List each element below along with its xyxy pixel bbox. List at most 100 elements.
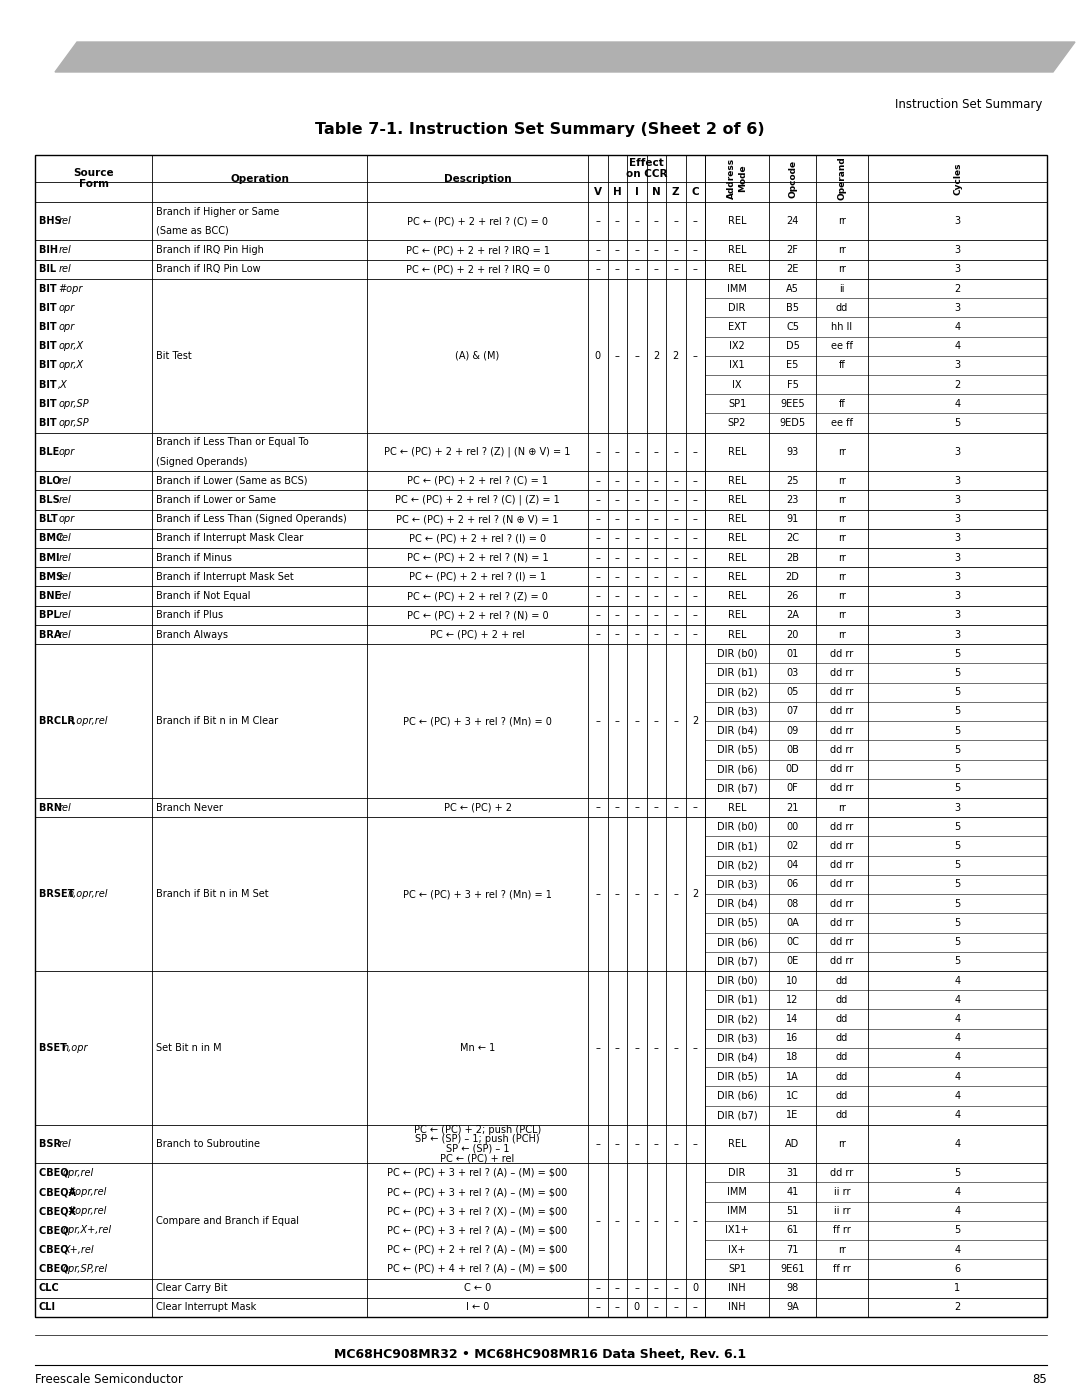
Text: REL: REL [728,802,746,813]
Text: 4: 4 [955,995,960,1004]
Text: –: – [673,1284,678,1294]
Text: 3: 3 [955,571,960,583]
Text: ff rr: ff rr [833,1225,851,1235]
Text: DIR (b1): DIR (b1) [717,668,757,678]
Text: –: – [653,495,659,504]
Text: Clear Interrupt Mask: Clear Interrupt Mask [156,1302,256,1312]
Text: DIR (b0): DIR (b0) [717,821,757,831]
Text: 01: 01 [786,648,798,659]
Text: DIR (b2): DIR (b2) [717,861,757,870]
Text: ee ff: ee ff [832,418,853,427]
Text: –: – [653,1215,659,1227]
Text: 3: 3 [955,360,960,370]
Text: 5: 5 [955,784,960,793]
Text: dd: dd [836,995,848,1004]
Text: REL: REL [728,447,746,457]
Text: BIT: BIT [39,341,60,351]
Text: ii rr: ii rr [834,1206,850,1217]
Text: Branch if Minus: Branch if Minus [156,553,232,563]
Text: –: – [673,553,678,563]
Text: –: – [653,264,659,274]
Text: Branch if Higher or Same: Branch if Higher or Same [156,207,280,217]
Text: 5: 5 [955,648,960,659]
Text: 71: 71 [786,1245,799,1255]
Text: BIT: BIT [39,303,60,313]
Text: BLE: BLE [39,447,63,457]
Text: BRA: BRA [39,630,65,640]
Text: ii: ii [839,284,845,293]
Text: BSR: BSR [39,1139,65,1148]
Text: –: – [692,553,698,563]
Text: rel: rel [58,264,71,274]
Text: 02: 02 [786,841,799,851]
Text: Operand: Operand [837,156,847,200]
Text: 5: 5 [955,918,960,928]
Text: –: – [595,217,600,226]
Text: 4: 4 [955,1139,960,1148]
Text: #opr: #opr [58,284,82,293]
Text: –: – [634,888,639,900]
Text: opr: opr [58,514,75,524]
Text: PC ← (PC) + 3 + rel ? (A) – (M) = $00: PC ← (PC) + 3 + rel ? (A) – (M) = $00 [388,1168,568,1178]
Text: 4: 4 [955,1206,960,1217]
Text: C ← 0: C ← 0 [464,1284,491,1294]
Text: 3: 3 [955,610,960,620]
Text: rel: rel [58,244,71,256]
Text: –: – [615,591,620,601]
Text: DIR (b5): DIR (b5) [717,918,757,928]
Text: rel: rel [58,610,71,620]
Text: rr: rr [838,217,846,226]
Text: –: – [595,447,600,457]
Text: rel: rel [58,571,71,583]
Text: (Same as BCC): (Same as BCC) [156,226,229,236]
Text: –: – [634,217,639,226]
Text: D5: D5 [785,341,799,351]
Text: –: – [595,802,600,813]
Text: 3: 3 [955,217,960,226]
Text: BIH: BIH [39,244,62,256]
Text: rr: rr [838,447,846,457]
Text: hh ll: hh ll [832,321,852,332]
Text: 0A: 0A [786,918,799,928]
Text: DIR: DIR [728,1168,745,1178]
Text: opr,SP,rel: opr,SP,rel [63,1264,108,1274]
Text: 5: 5 [955,707,960,717]
Text: dd rr: dd rr [831,841,853,851]
Text: DIR (b2): DIR (b2) [717,1014,757,1024]
Text: BRCLR: BRCLR [39,717,78,726]
Text: Effect
on CCR: Effect on CCR [625,158,667,179]
Text: –: – [673,495,678,504]
Text: –: – [634,1284,639,1294]
Text: 3: 3 [955,534,960,543]
Text: 3: 3 [955,264,960,274]
Text: PC ← (PC) + 2 + rel ? (N ⊕ V) = 1: PC ← (PC) + 2 + rel ? (N ⊕ V) = 1 [396,514,558,524]
Text: 9A: 9A [786,1302,799,1312]
Text: INH: INH [728,1284,746,1294]
Text: (A) & (M): (A) & (M) [456,351,500,360]
Text: –: – [634,571,639,583]
Text: PC ← (PC) + 3 + rel ? (Mn) = 0: PC ← (PC) + 3 + rel ? (Mn) = 0 [403,717,552,726]
Text: rel: rel [58,591,71,601]
Text: 0: 0 [595,351,600,360]
Text: dd rr: dd rr [831,937,853,947]
Text: –: – [692,495,698,504]
Text: REL: REL [728,534,746,543]
Text: –: – [653,1139,659,1148]
Text: PC ← (PC) + 2 + rel ? (C) | (Z) = 1: PC ← (PC) + 2 + rel ? (C) | (Z) = 1 [395,495,559,506]
Text: DIR (b3): DIR (b3) [717,880,757,890]
Text: 3: 3 [955,591,960,601]
Text: –: – [634,1044,639,1053]
Text: –: – [634,802,639,813]
Text: CBEQ: CBEQ [39,1264,72,1274]
Text: 1A: 1A [786,1071,799,1081]
Text: 98: 98 [786,1284,798,1294]
Text: –: – [692,514,698,524]
Text: –: – [653,514,659,524]
Text: –: – [634,476,639,486]
Text: –: – [634,630,639,640]
Text: 18: 18 [786,1052,798,1063]
Text: 5: 5 [955,687,960,697]
Text: 4: 4 [955,321,960,332]
Text: Source
Form: Source Form [73,168,113,190]
Text: –: – [634,1139,639,1148]
